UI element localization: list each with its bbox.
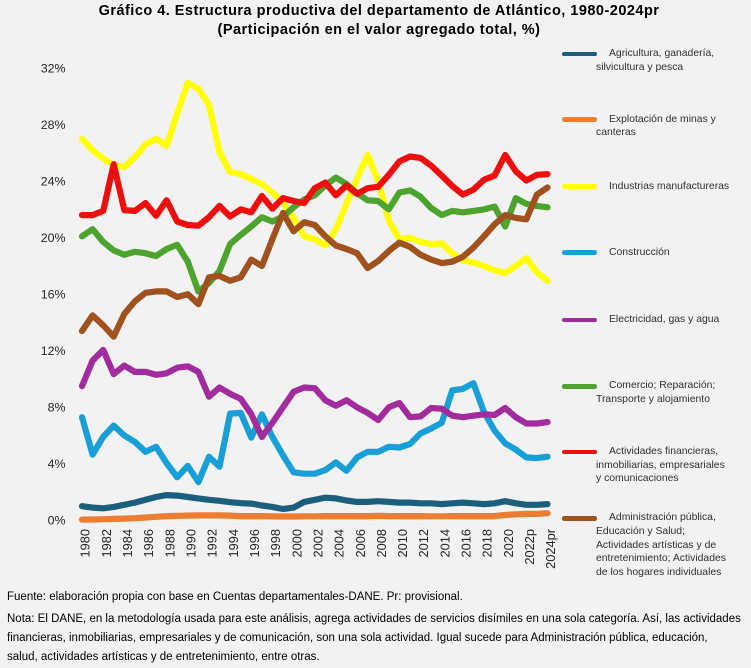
svg-text:1992: 1992: [205, 529, 220, 557]
svg-text:1986: 1986: [141, 529, 156, 557]
svg-text:1994: 1994: [226, 529, 241, 557]
svg-text:2002: 2002: [310, 529, 325, 557]
svg-text:28%: 28%: [41, 118, 66, 132]
svg-text:2004: 2004: [332, 529, 347, 557]
svg-text:1984: 1984: [120, 529, 135, 557]
svg-text:2000: 2000: [289, 529, 304, 557]
svg-text:1980: 1980: [78, 529, 93, 557]
svg-text:24%: 24%: [41, 174, 66, 188]
svg-text:1998: 1998: [268, 529, 283, 557]
svg-text:2016: 2016: [459, 529, 474, 557]
svg-text:1990: 1990: [184, 529, 199, 557]
svg-text:2020: 2020: [501, 529, 516, 557]
svg-text:2008: 2008: [374, 529, 389, 557]
svg-text:2022p: 2022p: [522, 529, 537, 565]
svg-text:8%: 8%: [48, 401, 66, 415]
svg-text:2024pr: 2024pr: [543, 528, 558, 569]
svg-text:2018: 2018: [480, 529, 495, 557]
svg-text:2006: 2006: [353, 529, 368, 557]
svg-text:0%: 0%: [48, 514, 66, 528]
svg-text:32%: 32%: [41, 61, 66, 75]
svg-text:1982: 1982: [99, 529, 114, 557]
svg-text:2014: 2014: [437, 529, 452, 557]
svg-text:1988: 1988: [162, 529, 177, 557]
svg-text:16%: 16%: [41, 287, 66, 301]
svg-text:20%: 20%: [41, 231, 66, 245]
svg-text:1996: 1996: [247, 529, 262, 557]
svg-text:4%: 4%: [48, 457, 66, 471]
svg-text:12%: 12%: [41, 344, 66, 358]
svg-text:2012: 2012: [416, 529, 431, 557]
svg-text:2010: 2010: [395, 529, 410, 557]
